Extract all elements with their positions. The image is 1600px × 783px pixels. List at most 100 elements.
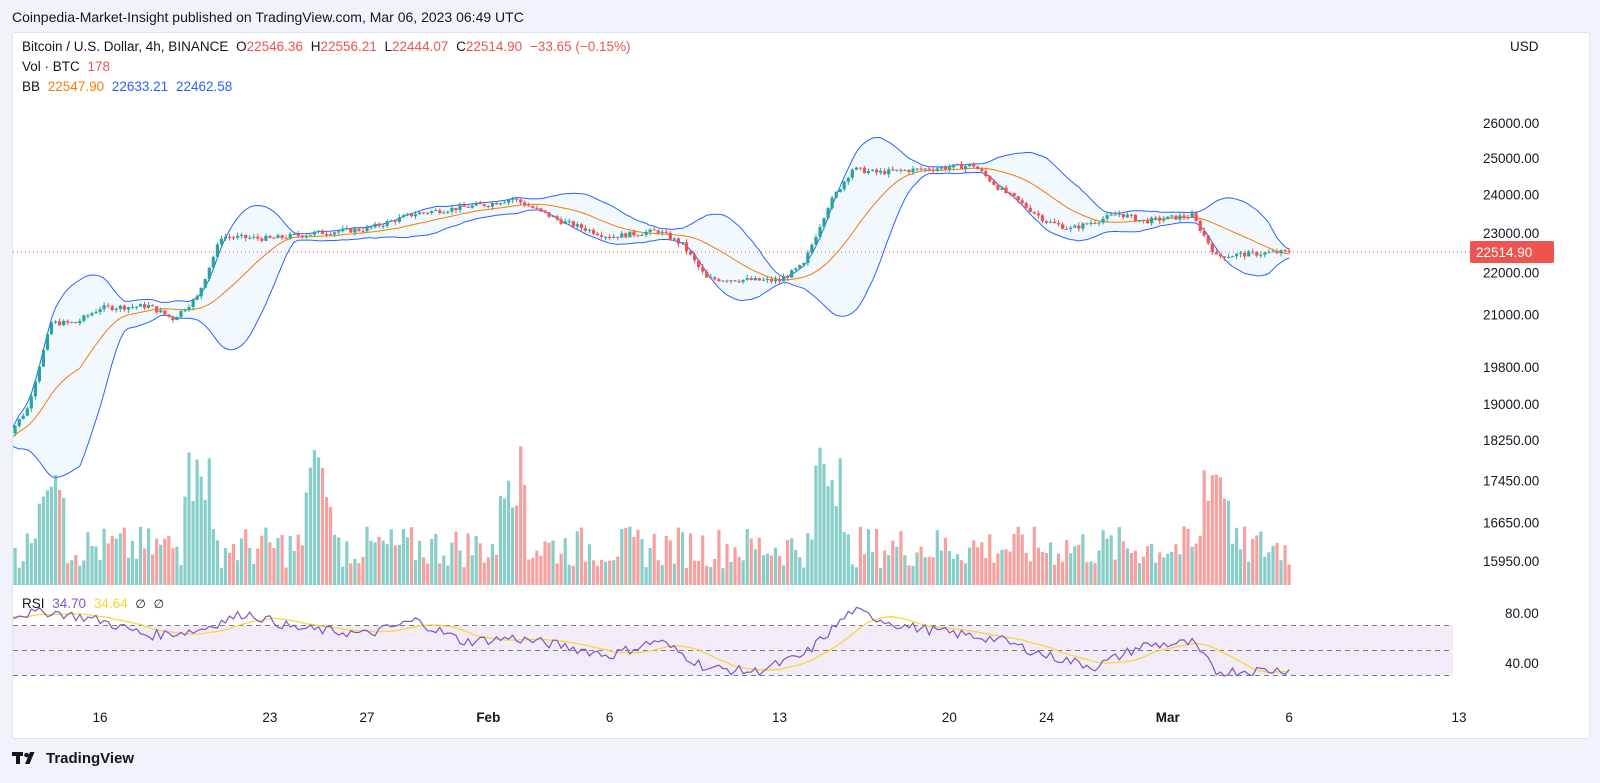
rsi-legend[interactable]: RSI 34.70 34.64 ∅ ∅ bbox=[22, 596, 168, 611]
candle-body bbox=[211, 256, 215, 268]
candle-body bbox=[389, 220, 393, 222]
candle bbox=[381, 224, 385, 229]
volume-bar bbox=[883, 550, 887, 585]
volume-bar bbox=[413, 560, 418, 585]
currency-label[interactable]: USD bbox=[1510, 39, 1539, 54]
candle-body bbox=[1073, 225, 1077, 228]
volume-bar bbox=[450, 542, 454, 585]
candle bbox=[126, 306, 130, 314]
volume-bar bbox=[1044, 553, 1049, 585]
volume-bar bbox=[959, 560, 964, 585]
candle-body bbox=[1287, 250, 1291, 252]
candle bbox=[1113, 210, 1117, 216]
candle bbox=[1048, 219, 1053, 224]
candle bbox=[531, 204, 535, 209]
candle bbox=[697, 259, 701, 270]
candle bbox=[191, 298, 195, 311]
symbol-title[interactable]: Bitcoin / U.S. Dollar, 4h, BINANCE bbox=[22, 39, 229, 54]
volume-bar bbox=[684, 568, 689, 585]
candle-body bbox=[1028, 207, 1032, 212]
candle bbox=[316, 230, 321, 234]
bb-band-fill bbox=[13, 137, 1290, 478]
candle bbox=[454, 207, 458, 214]
candle-body bbox=[1016, 196, 1020, 201]
candle bbox=[959, 161, 964, 169]
candle bbox=[1109, 211, 1113, 216]
candle-body bbox=[842, 181, 846, 190]
candle bbox=[1287, 247, 1291, 254]
volume-bar bbox=[996, 553, 1000, 585]
footer-brand[interactable]: TradingView bbox=[46, 749, 135, 767]
volume-bar bbox=[256, 548, 260, 585]
candle bbox=[70, 321, 74, 324]
candle bbox=[555, 214, 559, 222]
candle-body bbox=[559, 219, 563, 224]
candle-body bbox=[260, 238, 264, 241]
candle bbox=[640, 233, 644, 236]
candle bbox=[689, 250, 693, 256]
volume-bar bbox=[964, 563, 968, 585]
candle bbox=[620, 231, 624, 238]
candle bbox=[312, 230, 316, 237]
time-tick-label: 16 bbox=[93, 710, 108, 725]
candle-body bbox=[1077, 225, 1081, 229]
candle-body bbox=[409, 214, 414, 217]
candle-body bbox=[773, 279, 778, 282]
candle bbox=[304, 234, 308, 239]
candle bbox=[41, 348, 45, 368]
volume-bar bbox=[187, 452, 191, 585]
candle-body bbox=[264, 235, 268, 241]
volume-bar bbox=[1271, 545, 1275, 585]
chart-panel[interactable]: 15950.00 16650.00 17450.00 18250.00 19000.00… bbox=[12, 32, 1590, 739]
volume-bar bbox=[405, 537, 409, 585]
candle bbox=[1243, 251, 1247, 260]
volume-bar bbox=[284, 567, 288, 585]
volume-bar bbox=[1247, 561, 1251, 585]
volume-bar bbox=[300, 545, 304, 585]
candle-body bbox=[1101, 218, 1105, 223]
candle bbox=[1028, 204, 1032, 213]
volume-bar bbox=[1210, 475, 1214, 585]
volume-bar bbox=[1222, 498, 1226, 585]
candle bbox=[78, 318, 82, 326]
close-value: 22514.90 bbox=[465, 39, 523, 54]
volume-bar bbox=[1089, 561, 1093, 585]
bb-legend[interactable]: BB 22547.90 22633.21 22462.58 bbox=[22, 79, 236, 94]
candle bbox=[988, 175, 992, 183]
volume-bar bbox=[1235, 527, 1239, 585]
volume-bar bbox=[555, 563, 559, 585]
volume-bar bbox=[276, 538, 280, 585]
chart-canvas[interactable]: 15950.00 16650.00 17450.00 18250.00 19000.00… bbox=[13, 33, 1589, 738]
volume-bar bbox=[296, 534, 300, 585]
volume-bar bbox=[1214, 474, 1218, 585]
volume-bar bbox=[183, 496, 187, 585]
volume-bar bbox=[86, 532, 90, 585]
candle bbox=[385, 219, 389, 228]
candle-body bbox=[988, 176, 992, 182]
candle-body bbox=[1182, 215, 1186, 218]
volume-bar bbox=[721, 568, 725, 585]
candle-body bbox=[850, 169, 854, 178]
volume-bar bbox=[401, 529, 405, 585]
candle-body bbox=[1040, 215, 1044, 221]
candle bbox=[765, 276, 769, 283]
time-tick-label: 13 bbox=[772, 710, 787, 725]
volume-bar bbox=[1085, 562, 1089, 585]
candle-body bbox=[1117, 213, 1121, 215]
candle-body bbox=[1259, 254, 1263, 256]
volume-bar bbox=[1243, 526, 1247, 585]
candle bbox=[236, 232, 240, 240]
candle bbox=[244, 234, 248, 242]
volume-bar bbox=[171, 548, 175, 585]
volume-bar bbox=[652, 533, 656, 585]
candle bbox=[1137, 219, 1142, 223]
candle bbox=[1069, 225, 1073, 233]
candle-body bbox=[1198, 220, 1202, 231]
candle bbox=[25, 406, 29, 417]
volume-legend[interactable]: Vol · BTC 178 bbox=[22, 59, 114, 74]
last-price-badge bbox=[1470, 240, 1554, 263]
volume-bar bbox=[1141, 556, 1146, 585]
volume-bar bbox=[1275, 543, 1279, 585]
candle bbox=[721, 280, 725, 282]
candle-body bbox=[1174, 215, 1178, 220]
